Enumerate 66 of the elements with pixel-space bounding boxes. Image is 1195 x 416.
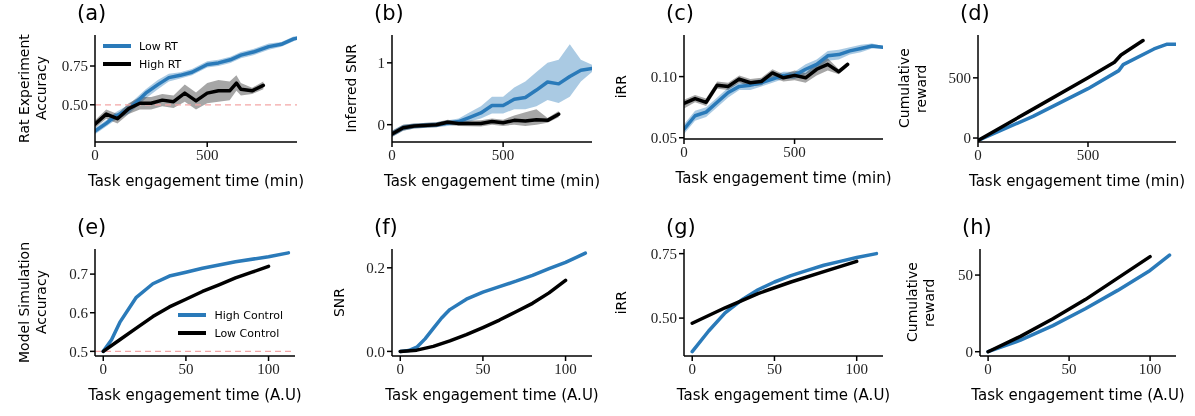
x-tick-label: 50 [1061, 360, 1077, 377]
y-tick-label: 0 [965, 344, 973, 361]
y-tick-label: 0.50 [61, 97, 88, 114]
chart-title: (g) [666, 215, 696, 239]
y-axis-title: Model Simulation Accuracy [16, 240, 50, 366]
x-axis-title: Task engagement time (min) [968, 172, 1186, 190]
y-tick-label: 1 [377, 55, 385, 72]
x-axis-title: Task engagement time (min) [87, 172, 305, 190]
y-axis-title: Cumulative reward [904, 261, 938, 345]
legend-label: High Control [214, 308, 283, 322]
x-tick-label: 0 [680, 143, 688, 160]
y-axis-title: Rat Experiment Accuracy [16, 33, 50, 145]
y-tick-label: 500 [948, 70, 971, 87]
y-axis-title: Cumulative reward [896, 47, 930, 131]
line-series [690, 251, 879, 354]
x-axis-title: Task engagement time (A.U) [87, 386, 303, 404]
legend-label: High RT [139, 57, 182, 71]
chart-title: (f) [374, 215, 398, 239]
chart-title: (b) [374, 1, 404, 25]
x-tick-label: 0 [388, 146, 396, 163]
x-tick-label: 50 [178, 360, 194, 377]
x-axis-title: Task engagement time (A.U) [970, 386, 1186, 404]
y-tick-label: 0.0 [366, 343, 385, 360]
x-tick-label: 0 [688, 360, 696, 377]
chart-title: (e) [77, 215, 107, 239]
x-tick-label: 50 [475, 360, 491, 377]
y-axis-title: Inferred SNR [343, 44, 360, 133]
y-tick-label: 0.05 [650, 130, 677, 147]
y-tick-label: 0.75 [61, 58, 88, 75]
x-tick-label: 0 [396, 360, 405, 377]
y-tick-label: 0 [963, 130, 971, 147]
x-tick-label: 0 [984, 360, 992, 377]
x-tick-label: 100 [257, 360, 280, 377]
y-axis-title: iRR [613, 75, 630, 99]
x-tick-label: 100 [554, 360, 577, 377]
x-tick-label: 50 [766, 360, 782, 377]
legend-label: Low Control [214, 326, 280, 340]
x-axis-title: Task engagement time (min) [674, 169, 893, 187]
y-tick-label: 0.10 [650, 68, 677, 85]
y-tick-label: 0.6 [69, 305, 89, 322]
x-axis-title: Task engagement time (A.U) [675, 386, 892, 404]
y-axis-title: iRR [613, 290, 630, 315]
line-series [690, 259, 859, 326]
x-tick-label: 500 [783, 143, 806, 160]
legend-label: Low RT [139, 39, 178, 53]
x-axis-title: Task engagement time (A.U) [384, 386, 600, 404]
chart-title: (a) [77, 1, 107, 25]
chart-title: (c) [666, 1, 694, 25]
x-tick-label: 100 [1138, 360, 1162, 377]
y-tick-label: 0.5 [69, 343, 88, 360]
line-series [398, 278, 568, 354]
x-tick-label: 0 [99, 360, 108, 377]
x-tick-label: 500 [195, 146, 219, 163]
y-tick-label: 0.2 [366, 260, 385, 277]
y-tick-label: 0.50 [650, 310, 677, 327]
x-tick-label: 500 [491, 146, 515, 163]
x-tick-label: 100 [845, 360, 868, 377]
chart-title: (h) [962, 215, 992, 239]
y-tick-label: 0.7 [69, 266, 89, 283]
y-tick-label: 50 [958, 267, 973, 284]
chart-title: (d) [960, 1, 990, 25]
x-tick-label: 500 [1076, 146, 1100, 163]
y-tick-label: 0.75 [650, 245, 677, 262]
x-axis-title: Task engagement time (min) [383, 172, 601, 190]
y-axis-title: SNR [331, 287, 348, 318]
y-tick-label: 0 [377, 117, 385, 134]
